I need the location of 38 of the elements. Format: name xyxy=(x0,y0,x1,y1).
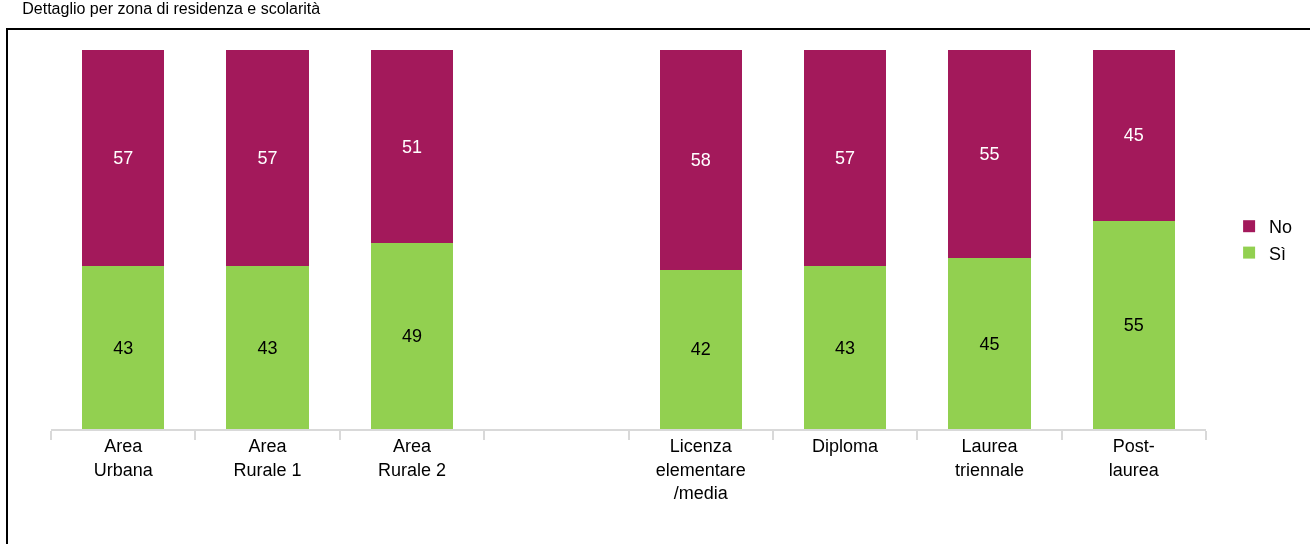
data-label: 55 xyxy=(1123,314,1144,335)
bar xyxy=(803,50,887,267)
data-label: 49 xyxy=(401,326,422,347)
bar xyxy=(82,50,165,267)
legend-label: No xyxy=(1269,217,1293,238)
data-label: 45 xyxy=(1123,125,1144,146)
data-label: 57 xyxy=(835,148,856,169)
bar xyxy=(948,258,1031,429)
data-label: 55 xyxy=(979,144,1000,165)
bar xyxy=(1092,220,1175,429)
x-tick-label: Area Rurale 2 xyxy=(377,436,446,480)
data-label: 57 xyxy=(257,148,278,169)
data-label: 58 xyxy=(690,149,711,170)
bar xyxy=(659,50,742,270)
x-tick-label: Area Rurale 1 xyxy=(233,436,302,480)
x-tick-label: Laurea triennale xyxy=(954,436,1024,480)
bar xyxy=(370,50,454,244)
bar xyxy=(1092,50,1175,221)
x-tick-label: Area Urbana xyxy=(93,436,154,480)
bar xyxy=(659,269,742,429)
chart-title: Dettaglio per zona di residenza e scolarità xyxy=(22,0,321,17)
data-label: 45 xyxy=(979,333,1000,354)
data-label: 42 xyxy=(690,339,711,360)
x-tick-label: Licenza elementare /media xyxy=(655,436,746,504)
data-label: 43 xyxy=(113,337,134,358)
data-label: 57 xyxy=(113,148,134,169)
x-tick-label: Post-laurea xyxy=(1108,436,1160,480)
legend-label: Sì xyxy=(1269,243,1287,264)
bar xyxy=(948,50,1031,259)
bar xyxy=(803,266,887,429)
bar xyxy=(226,50,309,267)
data-label: 51 xyxy=(401,136,422,157)
bar xyxy=(370,243,454,429)
bar xyxy=(226,266,309,429)
data-label: 43 xyxy=(257,337,278,358)
x-tick-label: Diploma xyxy=(812,436,880,457)
data-label: 43 xyxy=(835,337,856,358)
bar xyxy=(82,266,165,429)
